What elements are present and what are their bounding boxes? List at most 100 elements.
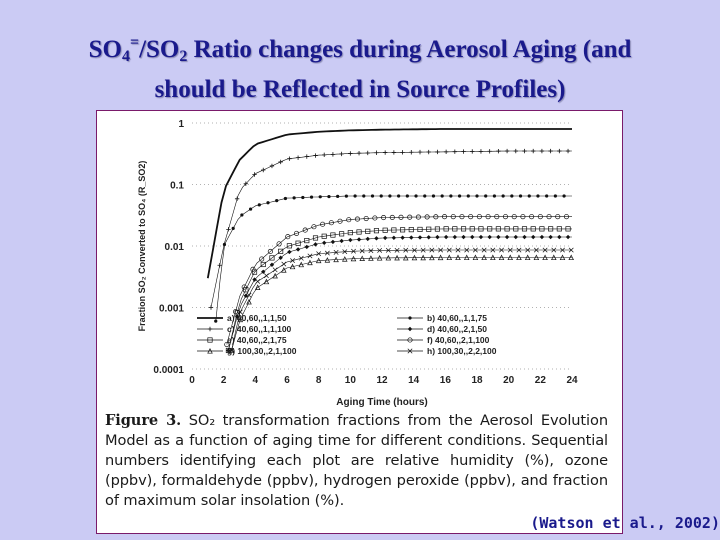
series-point-c xyxy=(435,149,440,155)
x-tick-label: 8 xyxy=(316,375,322,386)
series-point-e xyxy=(408,227,414,233)
series-point-h xyxy=(246,292,252,298)
series-point-g xyxy=(394,254,400,261)
x-tick-label: 14 xyxy=(408,375,420,386)
series-point-g xyxy=(359,255,365,261)
series-point-g xyxy=(437,254,444,261)
series-point-f xyxy=(398,214,404,220)
y-tick-label: 0.001 xyxy=(159,304,184,315)
series-point-f xyxy=(354,216,361,222)
y-axis-label: Fraction SO₂ Converted to SO₄ (R_SO2) xyxy=(137,161,147,332)
series-point-d xyxy=(313,242,318,247)
series-point-e xyxy=(365,228,371,234)
legend-marker xyxy=(207,348,213,354)
series-point-g xyxy=(463,254,470,261)
series-point-h xyxy=(412,247,417,253)
series-point-f xyxy=(520,214,526,220)
x-tick-label: 18 xyxy=(471,375,483,386)
x-tick-label: 20 xyxy=(503,375,515,386)
figure-caption: Figure 3. SO₂ transformation fractions f… xyxy=(105,411,608,511)
series-point-h xyxy=(307,253,313,259)
series-point-f xyxy=(450,214,456,220)
series-point-f xyxy=(459,214,465,220)
series-point-d xyxy=(426,235,431,240)
series-point-b xyxy=(353,194,357,198)
series-point-g xyxy=(307,259,313,266)
series-point-b xyxy=(527,194,531,198)
series-point-e xyxy=(391,227,397,233)
series-point-b xyxy=(379,194,383,198)
series-point-d xyxy=(278,255,283,260)
series-point-e xyxy=(417,226,423,232)
series-point-d xyxy=(348,237,353,243)
series-point-g xyxy=(263,278,270,285)
series-point-e xyxy=(521,226,528,232)
series-point-b xyxy=(440,194,444,198)
series-point-c xyxy=(252,172,257,177)
series-point-h xyxy=(368,248,374,254)
x-tick-label: 2 xyxy=(221,375,227,386)
series-point-b xyxy=(318,195,322,199)
series-point-b xyxy=(327,194,331,199)
series-point-h xyxy=(516,247,522,253)
series-point-b xyxy=(283,196,288,201)
series-point-g xyxy=(368,255,374,261)
series-point-g xyxy=(420,254,426,261)
citation: (Watson et al., 2002) xyxy=(530,514,720,532)
series-point-d xyxy=(409,235,414,240)
series-point-c xyxy=(452,149,458,154)
series-point-e xyxy=(565,226,571,232)
series-point-g xyxy=(524,254,531,261)
series-line-f xyxy=(226,216,572,345)
series-point-b xyxy=(301,195,305,200)
series-point-b xyxy=(414,194,418,198)
x-tick-label: 12 xyxy=(376,375,388,386)
legend-entry: a) 40,60,,1,1,50 xyxy=(227,313,287,323)
series-point-e xyxy=(530,226,536,232)
y-tick-label: 0.01 xyxy=(165,242,185,253)
legend-entry: g) 100,30,,2,1,100 xyxy=(227,346,297,356)
series-point-c xyxy=(295,155,301,160)
series-point-b xyxy=(466,194,470,198)
series-point-c xyxy=(261,167,266,173)
legend-marker xyxy=(408,316,412,320)
title-line-1: SO4=/SO2 Ratio changes during Aerosol Ag… xyxy=(88,34,632,65)
title-so: SO xyxy=(88,36,122,63)
series-point-f xyxy=(415,214,421,220)
series-point-b xyxy=(370,194,375,198)
series-point-f xyxy=(511,214,517,220)
series-point-e xyxy=(312,235,319,241)
x-tick-label: 22 xyxy=(535,375,547,386)
series-point-f xyxy=(389,214,395,220)
series-point-g xyxy=(402,254,409,261)
series-point-f xyxy=(276,241,282,247)
y-tick-label: 0.1 xyxy=(170,181,184,192)
series-point-h xyxy=(229,348,235,353)
series-point-h xyxy=(542,247,548,253)
series-point-h xyxy=(281,261,287,267)
series-point-b xyxy=(336,194,340,198)
series-point-e xyxy=(434,226,440,232)
series-point-b xyxy=(484,194,488,198)
x-tick-label: 6 xyxy=(284,375,290,386)
series-point-g xyxy=(481,254,487,261)
series-point-h xyxy=(568,247,574,253)
series-point-b xyxy=(344,194,348,198)
series-point-d xyxy=(565,234,571,240)
series-point-b xyxy=(431,194,436,198)
series-point-d xyxy=(295,247,301,252)
series-point-b xyxy=(292,196,296,200)
series-point-h xyxy=(429,247,435,253)
series-point-f xyxy=(563,214,570,220)
series-point-b xyxy=(501,194,505,198)
series-point-f xyxy=(363,215,369,222)
series-point-c xyxy=(348,151,353,156)
series-point-d xyxy=(391,235,397,241)
series-point-b xyxy=(536,194,540,198)
series-line-g xyxy=(231,257,572,351)
x-axis-label: Aging Time (hours) xyxy=(336,397,427,408)
title-sub-4: 4 xyxy=(121,48,130,65)
series-point-g xyxy=(551,254,557,261)
series-point-g xyxy=(516,254,522,261)
series-point-e xyxy=(504,226,510,232)
